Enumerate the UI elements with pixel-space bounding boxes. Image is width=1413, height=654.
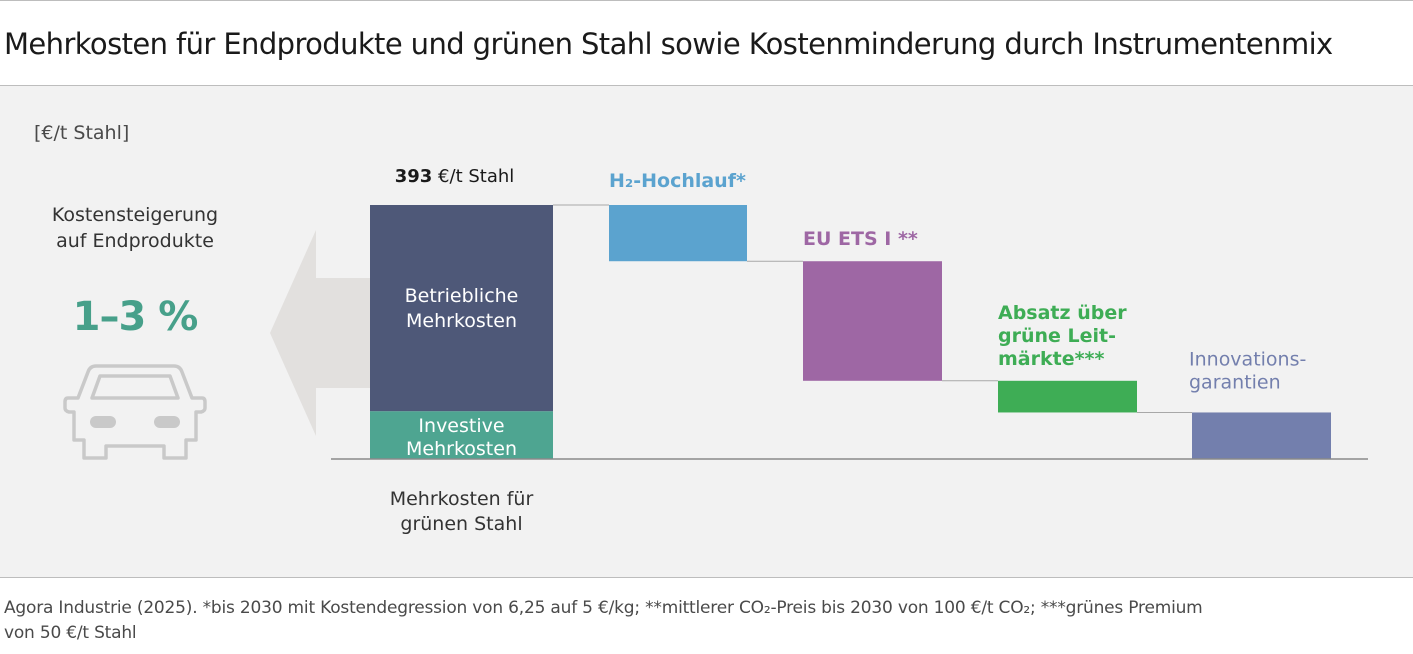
footnote-line1: Agora Industrie (2025). *bis 2030 mit Ko…: [4, 598, 1203, 618]
reduction-bar: [998, 380, 1137, 413]
footnote: Agora Industrie (2025). *bis 2030 mit Ko…: [4, 596, 1409, 646]
category-label-line2: grünen Stahl: [400, 513, 522, 535]
reduction-label: H₂-Hochlauf*: [609, 170, 746, 192]
impact-value: 1–3 %: [72, 294, 199, 340]
reduction-label: EU ETS I **: [803, 228, 918, 250]
label-betriebliche-line2: Mehrkosten: [406, 310, 517, 332]
unit-label: [€/t Stahl]: [34, 122, 130, 144]
reduction-label: Innovations-: [1189, 348, 1306, 370]
reduction-bar: [609, 205, 747, 262]
arrow-left-icon: [270, 230, 380, 436]
label-investive-line2: Mehrkosten: [406, 438, 517, 460]
reduction-label: grüne Leit-: [998, 325, 1116, 347]
reduction-label: garantien: [1189, 371, 1281, 393]
label-investive-line1: Investive: [418, 415, 504, 437]
car-icon: [63, 364, 207, 460]
impact-caption-line2: auf Endprodukte: [56, 230, 214, 252]
footnote-line2: von 50 €/t Stahl: [4, 623, 137, 643]
impact-caption-line1: Kostensteigerung: [51, 204, 219, 226]
bar-investive-mehrkosten: [370, 411, 553, 459]
total-value-unit: €/t Stahl: [438, 166, 514, 187]
reduction-bars: H₂-Hochlauf* EU ETS I ** Absatz übergrüne …: [553, 170, 1331, 459]
reduction-bar: [803, 261, 942, 381]
top-rule: [0, 0, 1413, 1]
reduction-bar: [1192, 412, 1331, 459]
bar-betriebliche-mehrkosten: [370, 205, 553, 412]
total-value-label: 393 €/t Stahl: [395, 166, 515, 187]
chart-panel: [0, 85, 1413, 578]
total-value-number: 393: [395, 166, 433, 187]
category-label-line1: Mehrkosten für: [390, 488, 534, 510]
reduction-label: Absatz über: [998, 302, 1127, 324]
label-betriebliche-line1: Betriebliche: [405, 285, 519, 307]
impact-caption: Kostensteigerung auf Endprodukte: [25, 202, 245, 254]
reduction-label: märkte***: [998, 348, 1104, 370]
chart-title: Mehrkosten für Endprodukte und grünen St…: [4, 27, 1333, 61]
